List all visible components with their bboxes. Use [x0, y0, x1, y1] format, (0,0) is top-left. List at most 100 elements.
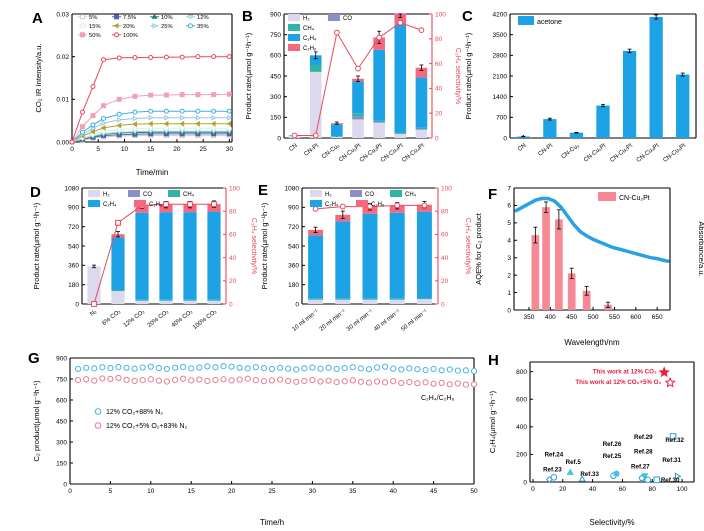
- svg-text:20: 20: [441, 278, 449, 285]
- svg-text:CN-Cu₃Pt: CN-Cu₃Pt: [380, 143, 405, 164]
- svg-text:12% CO₂+5% O₂+83% N₂: 12% CO₂+5% O₂+83% N₂: [106, 423, 188, 430]
- absorbance-curve: [514, 196, 670, 263]
- svg-text:600: 600: [56, 397, 67, 404]
- svg-text:750: 750: [56, 376, 67, 383]
- legend: CN-Cu₂Pt: [598, 192, 650, 202]
- svg-text:10%: 10%: [161, 15, 173, 21]
- svg-text:60: 60: [435, 61, 443, 68]
- svg-text:Ref.32: Ref.32: [665, 437, 684, 444]
- svg-text:0: 0: [68, 488, 72, 495]
- svg-text:2100: 2100: [493, 73, 508, 80]
- svg-text:45: 45: [430, 488, 438, 495]
- svg-text:10: 10: [147, 488, 155, 495]
- svg-text:Ref.25: Ref.25: [603, 453, 622, 460]
- svg-text:C₂H₆: C₂H₆: [149, 202, 163, 208]
- svg-text:20: 20: [228, 488, 236, 495]
- svg-text:C₂H₄ selectivity/%: C₂H₄ selectivity/%: [454, 48, 461, 104]
- svg-text:0: 0: [523, 479, 527, 486]
- svg-text:30 ml min⁻¹: 30 ml min⁻¹: [346, 309, 374, 333]
- svg-text:Ref.28: Ref.28: [634, 448, 653, 455]
- panel-d-plot: 0 180 360 540 720 900 1080 Product rate(μmol g⁻…: [32, 185, 257, 331]
- svg-text:150: 150: [270, 115, 281, 122]
- svg-text:CN-Cu₃Pt: CN-Cu₃Pt: [636, 143, 661, 164]
- svg-text:400: 400: [545, 314, 556, 321]
- svg-text:100%: 100%: [123, 33, 138, 39]
- svg-text:15: 15: [147, 146, 155, 153]
- svg-text:450: 450: [270, 73, 281, 80]
- svg-text:0: 0: [503, 135, 507, 142]
- svg-text:100: 100: [677, 486, 688, 493]
- svg-text:60: 60: [229, 232, 237, 239]
- svg-text:700: 700: [496, 115, 507, 122]
- svg-text:5: 5: [96, 146, 100, 153]
- svg-text:6% CO₂: 6% CO₂: [101, 308, 122, 326]
- svg-text:20% CO₂: 20% CO₂: [147, 308, 171, 329]
- series-scatter: [74, 374, 478, 388]
- series-scatter: [74, 363, 478, 375]
- svg-text:60: 60: [619, 486, 627, 493]
- svg-text:This work at 12% CO₂+5% O₂: This work at 12% CO₂+5% O₂: [575, 379, 661, 386]
- svg-text:0: 0: [531, 486, 535, 493]
- svg-text:1080: 1080: [65, 185, 80, 192]
- svg-text:Product rate(μmol g⁻¹h⁻¹): Product rate(μmol g⁻¹h⁻¹): [32, 202, 41, 289]
- svg-text:80: 80: [441, 209, 449, 216]
- selectivity-line: [291, 19, 425, 139]
- svg-text:720: 720: [288, 224, 299, 231]
- svg-text:80: 80: [229, 209, 237, 216]
- svg-text:Ref.29: Ref.29: [634, 434, 653, 441]
- svg-text:900: 900: [288, 205, 299, 212]
- svg-text:50 ml min⁻¹: 50 ml min⁻¹: [400, 309, 428, 333]
- svg-text:30: 30: [226, 146, 234, 153]
- svg-text:C₂H₄ selectivity/%: C₂H₄ selectivity/%: [250, 218, 257, 274]
- svg-text:200: 200: [516, 452, 527, 459]
- svg-text:0: 0: [441, 301, 445, 308]
- svg-text:Ref.24: Ref.24: [545, 452, 564, 459]
- svg-text:350: 350: [524, 314, 535, 321]
- svg-text:C₂H₄ selectivity/%: C₂H₄ selectivity/%: [464, 218, 471, 274]
- panel-h-literature-comparison-chart: 0 200 400 600 800 C₂H₄(μmol g⁻¹h⁻¹) 0 20 40 60 80 1…: [488, 361, 695, 527]
- svg-text:0: 0: [63, 481, 67, 488]
- panel-d-co2-concentration-chart: 0 180 360 540 720 900 1080 Product rate(μmol g⁻…: [32, 185, 257, 331]
- panel-letter-d: D: [30, 184, 41, 201]
- svg-text:C₂H₄: C₂H₄: [103, 202, 117, 208]
- svg-text:12% CO₂+88% N₂: 12% CO₂+88% N₂: [106, 409, 163, 416]
- svg-text:900: 900: [68, 205, 79, 212]
- svg-text:900: 900: [56, 355, 67, 362]
- legend: H₂ CO CH₄ C₂H₄ C₂H₆: [310, 190, 417, 208]
- svg-text:1080: 1080: [285, 185, 300, 192]
- svg-text:25: 25: [268, 488, 276, 495]
- this-work-points: This work at 12% CO₂ This work at 12% CO₂…: [575, 366, 676, 388]
- svg-text:40: 40: [435, 86, 443, 93]
- selectivity-line: [312, 202, 428, 212]
- legend: 12% CO₂+88% N₂ 12% CO₂+5% O₂+83% N₂: [94, 408, 188, 430]
- svg-text:540: 540: [288, 243, 299, 250]
- svg-text:C₂H₄: C₂H₄: [325, 202, 339, 208]
- svg-text:0: 0: [75, 301, 79, 308]
- svg-text:C₂H₄/C₂H₆: C₂H₄/C₂H₆: [421, 395, 454, 402]
- svg-text:CN: CN: [517, 143, 528, 153]
- panel-e-flow-rate-chart: 0 180 360 540 720 900 1080 Product rate(μmol g⁻…: [260, 185, 471, 333]
- svg-text:CN-Cu₂Pt: CN-Cu₂Pt: [619, 195, 650, 202]
- svg-text:Ref.33: Ref.33: [580, 471, 599, 478]
- panel-letter-g: G: [28, 350, 40, 367]
- svg-text:360: 360: [68, 263, 79, 270]
- svg-text:CH₄: CH₄: [303, 26, 315, 32]
- svg-text:CO: CO: [343, 16, 352, 22]
- svg-text:400: 400: [516, 424, 527, 431]
- svg-text:2800: 2800: [493, 53, 508, 60]
- selectivity-line: [91, 201, 217, 307]
- svg-text:CN-Cu₁Pt: CN-Cu₁Pt: [583, 143, 607, 164]
- svg-text:5: 5: [507, 220, 511, 227]
- svg-text:100: 100: [229, 185, 240, 192]
- svg-text:500: 500: [588, 314, 599, 321]
- bars: [516, 14, 690, 139]
- series-100%: [69, 54, 232, 145]
- stacked-bars: [87, 200, 221, 304]
- svg-text:40: 40: [589, 486, 597, 493]
- panel-f-aqe-absorbance-chart: 0 1 2 3 4 5 6 7 AQE% for C₂ product Absorbance/a.…: [474, 185, 704, 347]
- svg-text:0: 0: [295, 301, 299, 308]
- svg-text:60: 60: [441, 232, 449, 239]
